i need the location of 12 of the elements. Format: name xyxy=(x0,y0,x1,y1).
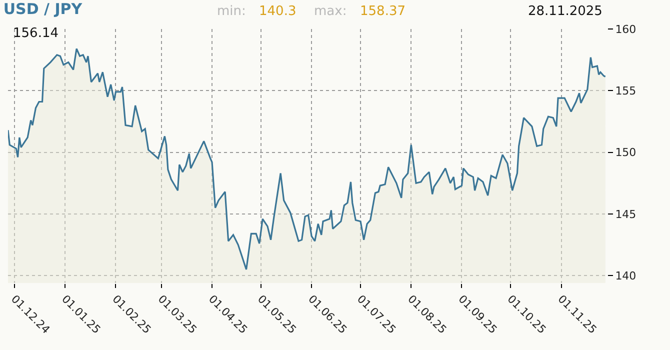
y-tick-label: 150 xyxy=(615,146,636,160)
text: 158.37 xyxy=(360,4,406,19)
text: max: xyxy=(314,4,347,19)
y-tick-label: 155 xyxy=(615,84,636,98)
y-tick-label: 145 xyxy=(615,208,636,221)
chart-title: USD / JPY xyxy=(3,0,84,18)
y-tick-label: 160 xyxy=(615,22,636,36)
text: 140.3 xyxy=(259,4,296,19)
annotation: 156.14 xyxy=(13,26,58,41)
text: 28.11.2025 xyxy=(528,4,602,19)
y-tick-label: 140 xyxy=(615,269,636,282)
text: min: xyxy=(217,4,246,19)
